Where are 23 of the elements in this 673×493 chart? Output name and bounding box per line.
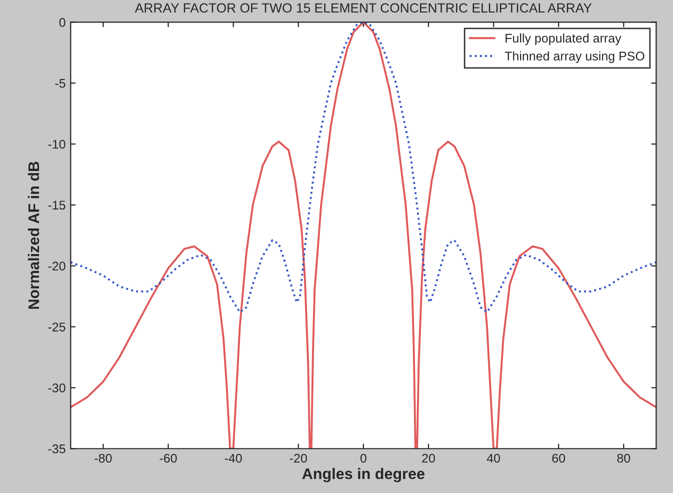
x-tick-label: -60 <box>160 454 177 463</box>
x-tick-label: 0 <box>360 454 366 463</box>
x-tick-label: 40 <box>486 454 500 463</box>
x-tick-label: -20 <box>290 454 307 463</box>
y-tick-label: 0 <box>59 18 66 27</box>
y-tick-label: -5 <box>55 79 66 88</box>
x-axis-title: Angles in degree <box>302 468 424 482</box>
y-tick-label: -25 <box>48 322 66 332</box>
y-tick-label: -35 <box>48 444 66 454</box>
x-tick-label: -40 <box>224 454 242 463</box>
chart-title: ARRAY FACTOR OF TWO 15 ELEMENT CONCENTRIC ELLIPTICAL ARRAY <box>134 3 592 13</box>
y-tick-label: -10 <box>48 140 66 149</box>
x-tick-label: -80 <box>94 454 112 463</box>
y-tick-label: -30 <box>48 384 66 392</box>
line-series <box>70 22 656 449</box>
x-tick-label: 20 <box>422 454 435 463</box>
x-tick-label: 60 <box>552 454 566 463</box>
y-tick-label: -15 <box>48 200 66 210</box>
y-axis-title: Normalized AF in dB <box>28 162 40 309</box>
legend-label: Thinned array using PSO <box>504 51 644 63</box>
legend-label: Fully populated array <box>506 33 622 46</box>
y-tick-label: -20 <box>48 262 66 271</box>
x-tick-label: 80 <box>617 454 630 463</box>
